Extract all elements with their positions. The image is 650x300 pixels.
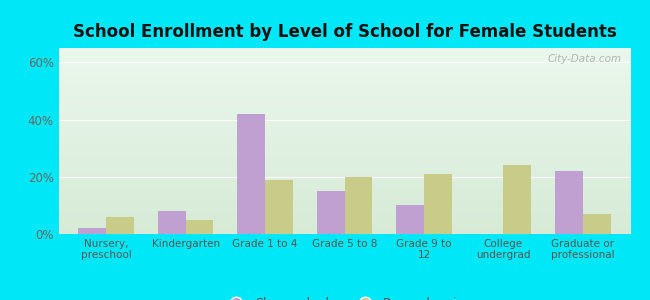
Bar (158, 211, 186, 234)
Bar (265, 180, 293, 234)
Bar (106, 217, 134, 234)
Bar (344, 177, 372, 234)
Bar (317, 191, 345, 234)
Title: School Enrollment by Level of School for Female Students: School Enrollment by Level of School for… (73, 23, 616, 41)
Bar (583, 214, 610, 234)
Bar (186, 220, 213, 234)
Bar (79, 228, 106, 234)
Legend: Shenandoah, Pennsylvania: Shenandoah, Pennsylvania (218, 292, 471, 300)
Text: City-Data.com: City-Data.com (548, 54, 622, 64)
Bar (424, 174, 452, 234)
Bar (237, 114, 265, 234)
Bar (555, 171, 583, 234)
Bar (396, 206, 424, 234)
Bar (503, 165, 531, 234)
